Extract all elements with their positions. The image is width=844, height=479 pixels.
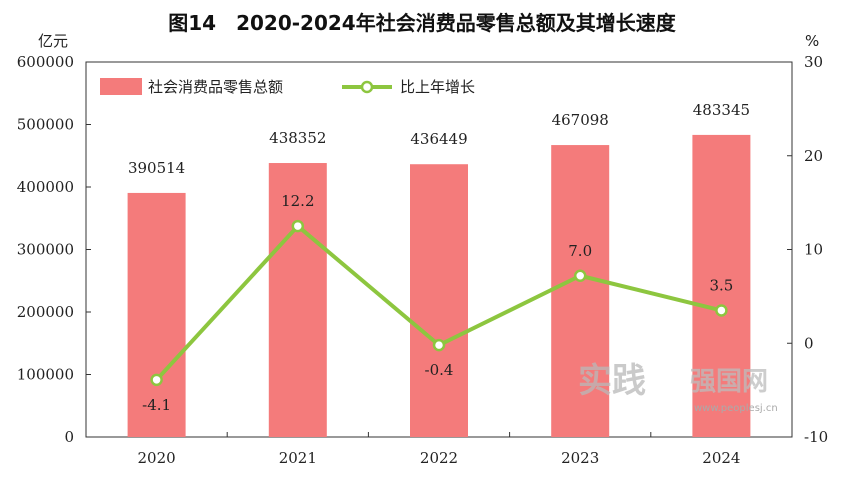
right-axis: 30 20 10 0 -10: [787, 53, 828, 446]
bar-series: [127, 134, 751, 438]
watermark-brand-main: 实践: [578, 361, 646, 401]
bar-labels: 390514 438352 436449 467098 483345: [128, 101, 750, 177]
right-tick-label: 0: [804, 334, 814, 352]
line-point: [715, 304, 728, 317]
line-labels: -4.1 12.2 -0.4 7.0 3.5: [142, 192, 733, 414]
line-point: [432, 338, 446, 352]
left-axis: 600000 500000 400000 300000 200000 100000 0: [17, 53, 91, 446]
left-axis-unit: 亿元: [38, 32, 68, 50]
legend-line-label: 比上年增长: [400, 78, 475, 96]
legend: 社会消费品零售总额 比上年增长: [100, 78, 475, 96]
line-data-label: 3.5: [709, 276, 733, 294]
line-data-label: 7.0: [568, 242, 592, 260]
line-series: [150, 219, 728, 387]
line-point: [150, 373, 163, 387]
legend-bar-swatch: [100, 78, 142, 95]
right-tick-label: 30: [804, 53, 823, 71]
line-data-label: 12.2: [281, 192, 314, 210]
chart-title: 图14 2020-2024年社会消费品零售总额及其增长速度: [168, 11, 676, 35]
watermark-url: www.peoplesj.cn: [694, 403, 778, 414]
x-tick-label: 2024: [702, 449, 740, 467]
x-tick-label: 2021: [279, 449, 317, 467]
bar: [268, 163, 327, 437]
bar-data-label: 436449: [410, 130, 467, 148]
left-tick-label: 400000: [17, 178, 74, 196]
line-data-label: -0.4: [425, 361, 454, 379]
left-tick-label: 200000: [17, 303, 74, 321]
bar-data-label: 483345: [693, 101, 750, 119]
left-tick-label: 0: [64, 428, 74, 446]
bar: [692, 134, 751, 438]
x-tick-label: 2023: [561, 449, 599, 467]
bar-data-label: 390514: [128, 159, 185, 177]
x-tick-label: 2020: [138, 449, 176, 467]
right-tick-label: 20: [804, 147, 823, 165]
watermark-brand-tail: 强国网: [690, 367, 768, 397]
bar-data-label: 438352: [269, 129, 326, 147]
right-tick-label: 10: [804, 241, 823, 259]
left-tick-label: 500000: [17, 116, 74, 134]
line-point: [573, 269, 587, 282]
left-tick-label: 600000: [17, 53, 74, 71]
right-axis-unit: %: [805, 32, 819, 50]
right-tick-label: -10: [804, 428, 828, 446]
bar: [127, 192, 186, 437]
bar-data-label: 467098: [552, 111, 609, 129]
left-tick-label: 100000: [17, 366, 74, 384]
bar: [551, 145, 610, 437]
legend-bar-label: 社会消费品零售总额: [148, 78, 283, 96]
line-point: [291, 219, 305, 233]
line-data-label: -4.1: [142, 396, 171, 414]
x-axis: 2020 2021 2022 2023 2024: [138, 432, 740, 467]
x-tick-label: 2022: [420, 449, 458, 467]
bar: [410, 164, 468, 438]
watermark: 实践 强国网 www.peoplesj.cn: [578, 361, 778, 414]
left-tick-label: 300000: [17, 241, 74, 259]
legend-line-marker: [360, 80, 374, 94]
